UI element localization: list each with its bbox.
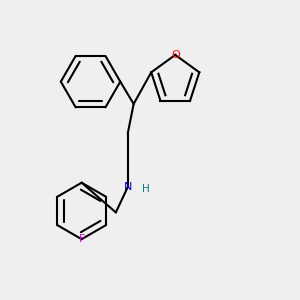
- Text: F: F: [79, 234, 85, 244]
- Text: N: N: [124, 182, 132, 192]
- Text: O: O: [171, 50, 180, 60]
- Text: H: H: [142, 184, 149, 194]
